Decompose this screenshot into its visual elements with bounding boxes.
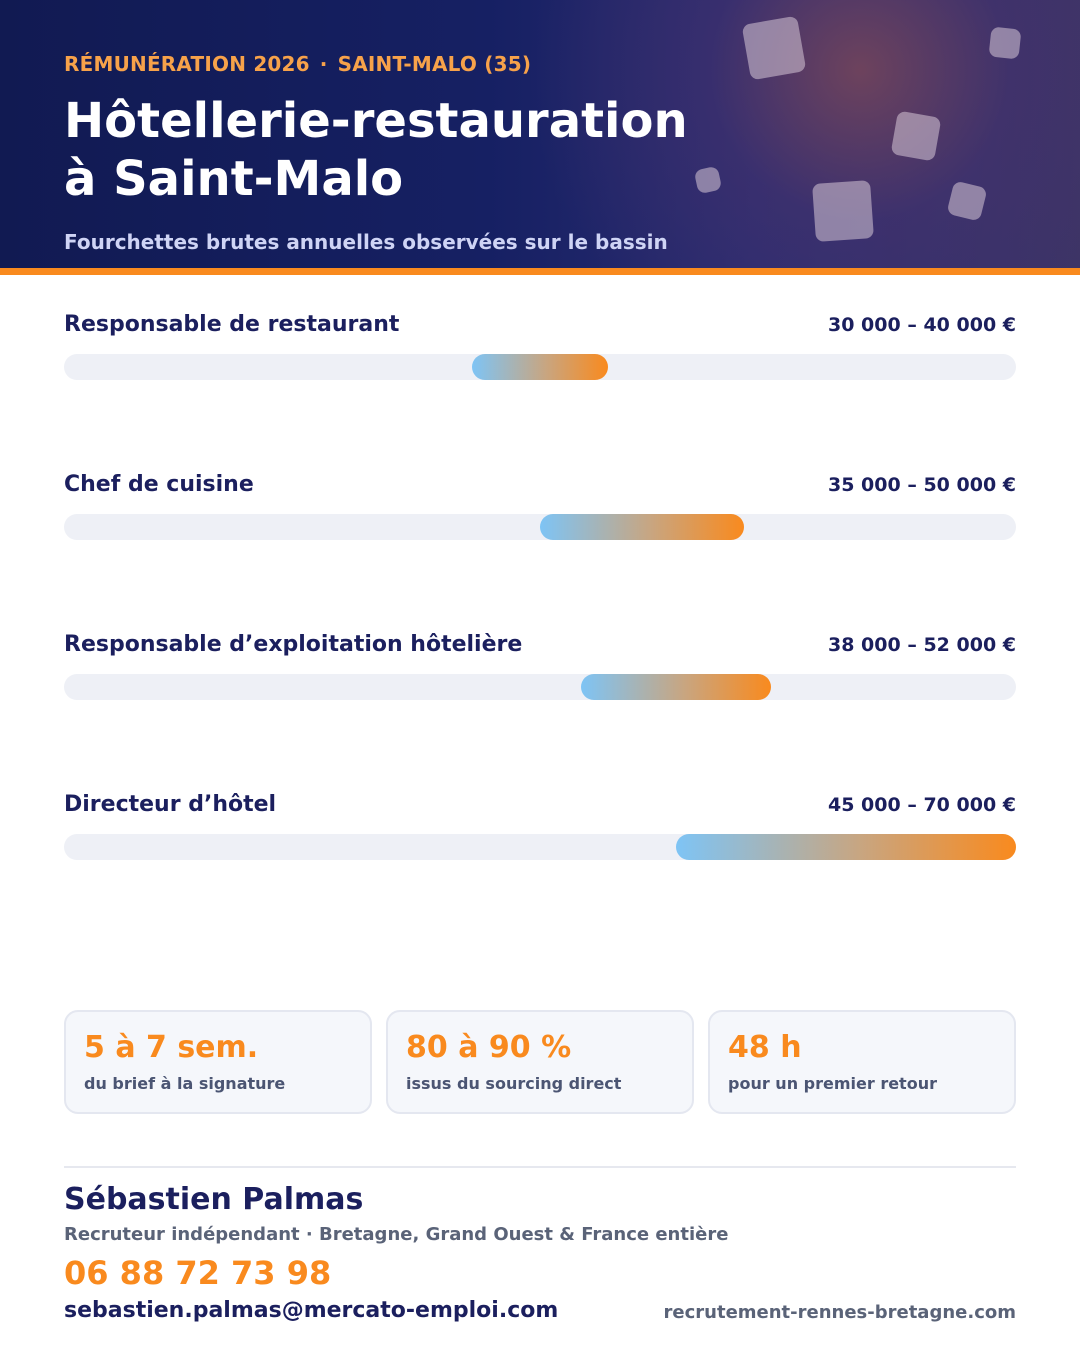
page-title-line-2: à Saint-Malo: [64, 151, 404, 207]
footer-divider: [64, 1166, 1016, 1168]
salary-row: Responsable de restaurant 30 000 – 40 00…: [64, 312, 1016, 380]
stat-card: 48 h pour un premier retour: [708, 1010, 1016, 1114]
decorative-square: [812, 180, 874, 242]
eyebrow-location: SAINT-MALO (35): [337, 52, 532, 76]
eyebrow-topic: RÉMUNÉRATION 2026: [64, 52, 310, 76]
salary-range-bar: [472, 354, 608, 380]
salary-range: 38 000 – 52 000 €: [828, 634, 1016, 656]
website-link[interactable]: recrutement-rennes-bretagne.com: [663, 1302, 1016, 1323]
contact-phone-link[interactable]: 06 88 72 73 98: [64, 1254, 332, 1292]
salary-range: 30 000 – 40 000 €: [828, 314, 1016, 336]
stat-value: 80 à 90 %: [406, 1030, 572, 1065]
salary-track: [64, 834, 1016, 860]
stat-caption: pour un premier retour: [728, 1074, 937, 1093]
salary-row: Responsable d’exploitation hôtelière 38 …: [64, 632, 1016, 700]
salary-range-bar: [540, 514, 744, 540]
decorative-square: [890, 110, 942, 162]
salary-row: Chef de cuisine 35 000 – 50 000 €: [64, 472, 1016, 540]
eyebrow: RÉMUNÉRATION 2026 · SAINT-MALO (35): [64, 52, 531, 76]
salary-range: 35 000 – 50 000 €: [828, 474, 1016, 496]
decorative-square: [946, 180, 988, 222]
salary-role: Directeur d’hôtel: [64, 792, 277, 817]
decorative-square: [988, 26, 1022, 60]
stat-caption: du brief à la signature: [84, 1074, 286, 1093]
stat-card: 5 à 7 sem. du brief à la signature: [64, 1010, 372, 1114]
salary-track: [64, 674, 1016, 700]
salary-range: 45 000 – 70 000 €: [828, 794, 1016, 816]
stat-caption: issus du sourcing direct: [406, 1074, 622, 1093]
contact-email-link[interactable]: sebastien.palmas@mercato-emploi.com: [64, 1298, 559, 1323]
stat-card: 80 à 90 % issus du sourcing direct: [386, 1010, 694, 1114]
salary-role: Responsable de restaurant: [64, 312, 400, 337]
salary-row: Directeur d’hôtel 45 000 – 70 000 €: [64, 792, 1016, 860]
salary-track: [64, 354, 1016, 380]
contact-name: Sébastien Palmas: [64, 1182, 364, 1217]
page-subtitle: Fourchettes brutes annuelles observées s…: [64, 230, 668, 254]
eyebrow-separator: ·: [319, 52, 328, 76]
stat-value: 48 h: [728, 1030, 802, 1065]
hero-banner: RÉMUNÉRATION 2026 · SAINT-MALO (35) Hôtell…: [0, 0, 1080, 268]
salary-track: [64, 514, 1016, 540]
salary-role: Responsable d’exploitation hôtelière: [64, 632, 523, 657]
page-title-line-1: Hôtellerie-restauration: [64, 93, 688, 149]
page-title: Hôtellerie-restauration à Saint-Malo: [64, 92, 744, 208]
salary-role: Chef de cuisine: [64, 472, 254, 497]
decorative-square: [741, 15, 807, 81]
salary-range-bar: [580, 674, 772, 700]
contact-role: Recruteur indépendant · Bretagne, Grand …: [64, 1224, 729, 1245]
accent-divider: [0, 268, 1080, 275]
salary-range-bar: [676, 834, 1016, 860]
stat-value: 5 à 7 sem.: [84, 1030, 259, 1065]
